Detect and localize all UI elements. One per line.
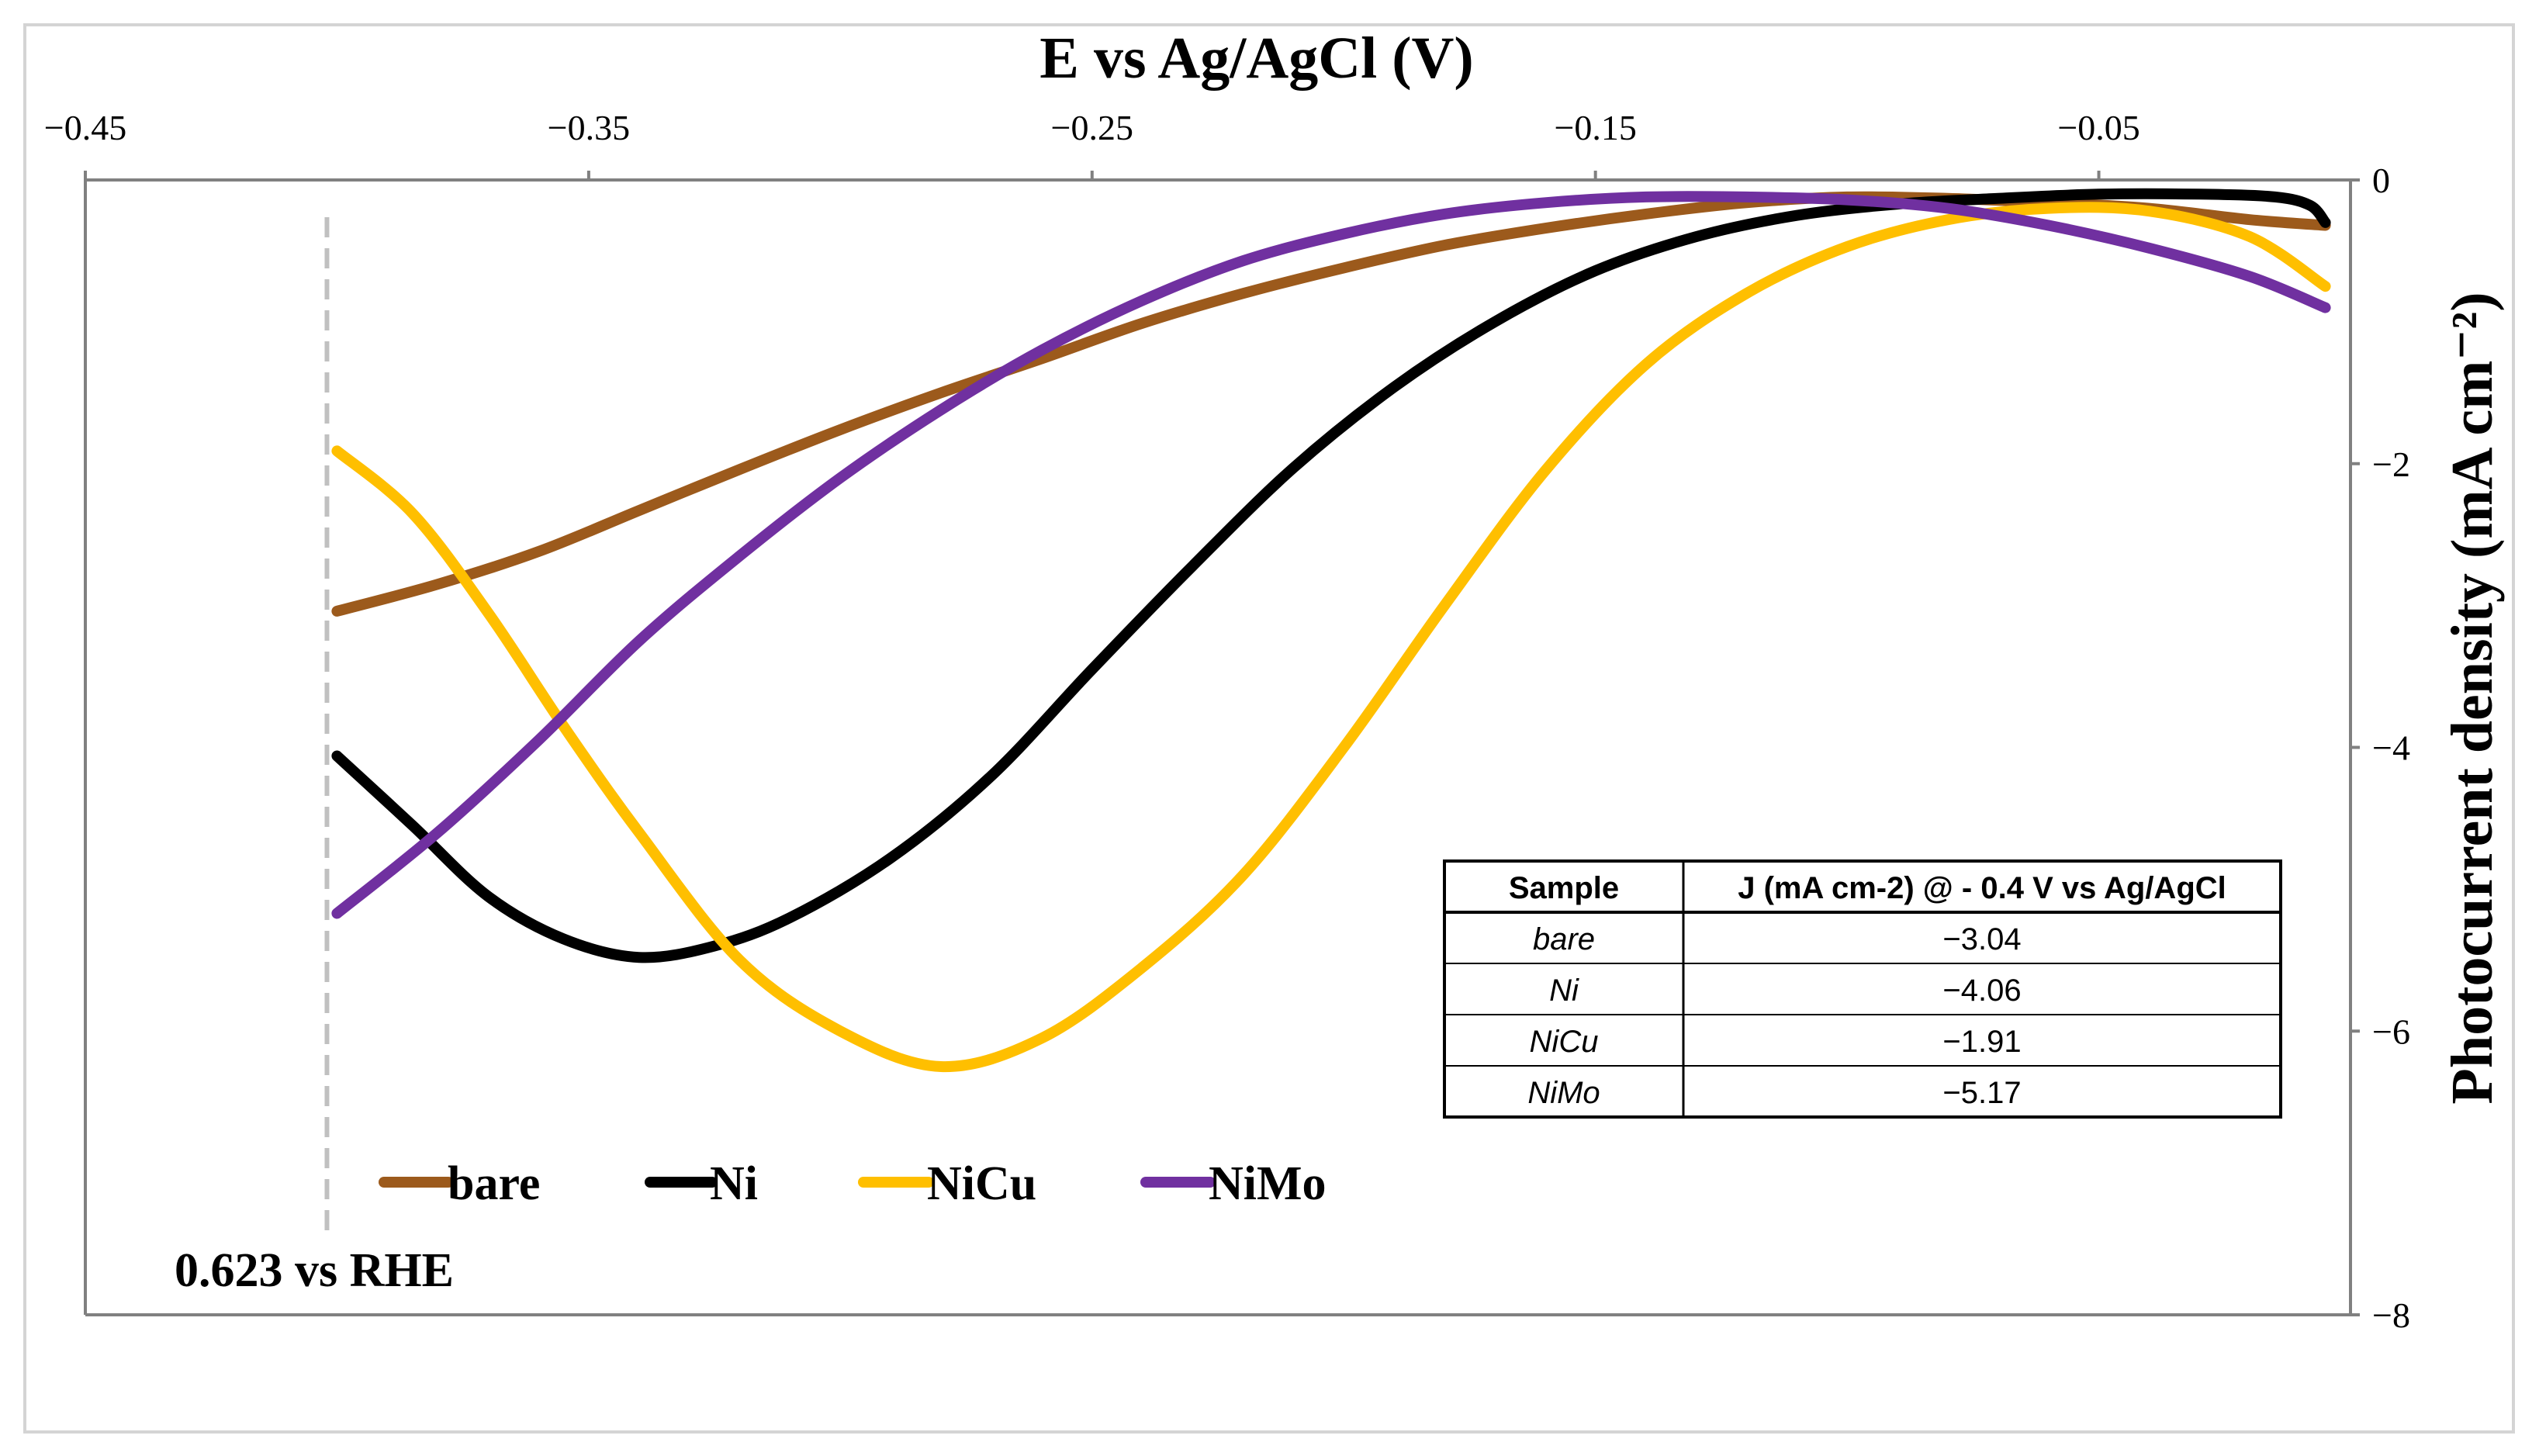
- table-cell-sample: Ni: [1549, 974, 1579, 1008]
- table-header-sample: Sample: [1509, 871, 1619, 905]
- table-border: [1443, 859, 2282, 1119]
- legend-item-bare: bare: [379, 1157, 540, 1210]
- y-tick-label: 0: [2372, 161, 2390, 200]
- series-lines: [331, 188, 2331, 1073]
- y-tick-label: −4: [2372, 728, 2410, 768]
- legend-item-nimo: NiMo: [1140, 1157, 1327, 1210]
- table-cell-sample: NiCu: [1530, 1025, 1599, 1059]
- y-ticks: 0 −2 −4 −6 −8: [2350, 161, 2410, 1335]
- x-tick-label: −0.45: [44, 108, 126, 147]
- x-ticks: −0.45 −0.35 −0.25 −0.15 −0.05: [44, 108, 2140, 180]
- table-cell-value: −4.06: [1942, 974, 2021, 1008]
- y-tick-label: −8: [2372, 1295, 2410, 1335]
- legend-item-nicu: NiCu: [858, 1157, 1036, 1210]
- y-tick-label: −6: [2372, 1012, 2410, 1051]
- y-axis-title: Photocurrent density (mA cm⁻²): [2440, 292, 2505, 1104]
- table-cell-value: −1.91: [1942, 1025, 2021, 1059]
- y-tick-label: −2: [2372, 444, 2410, 484]
- legend-label-nimo: NiMo: [1209, 1157, 1327, 1210]
- series-line-ni: [331, 188, 2331, 963]
- x-tick-label: −0.15: [1554, 108, 1636, 147]
- x-tick-label: −0.05: [2057, 108, 2139, 147]
- inset-table: Sample J (mA cm-2) @ - 0.4 V vs Ag/AgCl …: [1443, 859, 2282, 1119]
- table-header-value: J (mA cm-2) @ - 0.4 V vs Ag/AgCl: [1738, 871, 2226, 905]
- x-axis-title: E vs Ag/AgCl (V): [1039, 26, 1473, 91]
- table-cell-sample: bare: [1533, 922, 1595, 956]
- legend-label-nicu: NiCu: [927, 1157, 1036, 1210]
- table-cell-value: −3.04: [1942, 922, 2021, 956]
- x-tick-label: −0.25: [1051, 108, 1133, 147]
- x-tick-label: −0.35: [548, 108, 630, 147]
- table-cell-value: −5.17: [1942, 1076, 2021, 1110]
- series-line-nimo: [331, 191, 2331, 919]
- legend-label-ni: Ni: [710, 1157, 758, 1210]
- series-line-bare: [331, 191, 2331, 617]
- reference-line-label: 0.623 vs RHE: [175, 1244, 454, 1297]
- legend: bare Ni NiCu NiMo: [379, 1157, 1327, 1210]
- series-line-nicu: [331, 202, 2331, 1073]
- legend-label-bare: bare: [448, 1157, 540, 1210]
- table-cell-sample: NiMo: [1527, 1076, 1600, 1110]
- legend-item-ni: Ni: [645, 1157, 758, 1210]
